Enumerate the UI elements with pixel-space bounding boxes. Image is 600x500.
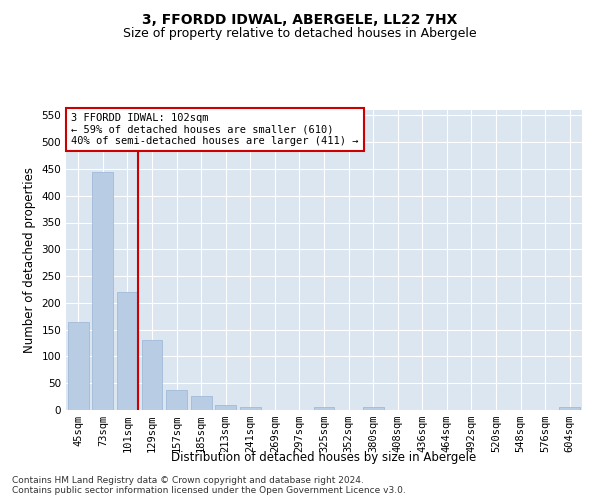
- Text: 3 FFORDD IDWAL: 102sqm
← 59% of detached houses are smaller (610)
40% of semi-de: 3 FFORDD IDWAL: 102sqm ← 59% of detached…: [71, 113, 359, 146]
- Bar: [166, 390, 187, 410]
- Text: Distribution of detached houses by size in Abergele: Distribution of detached houses by size …: [172, 451, 476, 464]
- Text: Size of property relative to detached houses in Abergele: Size of property relative to detached ho…: [123, 28, 477, 40]
- Bar: [215, 404, 236, 410]
- Bar: [191, 396, 212, 410]
- Bar: [559, 408, 580, 410]
- Text: Contains HM Land Registry data © Crown copyright and database right 2024.
Contai: Contains HM Land Registry data © Crown c…: [12, 476, 406, 495]
- Bar: [117, 292, 138, 410]
- Text: 3, FFORDD IDWAL, ABERGELE, LL22 7HX: 3, FFORDD IDWAL, ABERGELE, LL22 7HX: [142, 12, 458, 26]
- Bar: [314, 408, 334, 410]
- Bar: [92, 172, 113, 410]
- Bar: [240, 407, 261, 410]
- Bar: [142, 340, 163, 410]
- Bar: [362, 408, 383, 410]
- Y-axis label: Number of detached properties: Number of detached properties: [23, 167, 36, 353]
- Bar: [68, 322, 89, 410]
